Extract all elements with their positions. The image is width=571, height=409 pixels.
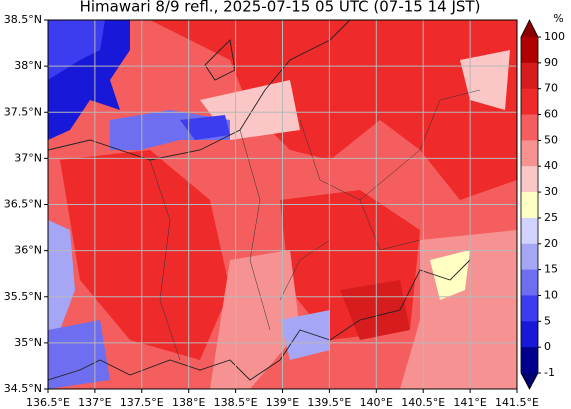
colorbar-extend-bottom [521,373,538,389]
colorbar-unit: % [553,12,563,25]
colorbar-label: 100 [544,30,565,43]
colorbar-swatch [521,62,538,90]
colorbar-label: 25 [544,211,558,224]
colorbar-swatch [521,295,538,322]
colorbar-label: 0 [544,340,551,353]
colorbar-label: 50 [544,133,558,146]
lon-tick-label: 139.5°E [307,396,351,409]
lon-tick-label: 140°E [360,396,393,409]
lat-tick-label: 34.5°N [4,382,42,395]
colorbar-label: 20 [544,237,558,250]
lon-tick-label: 141°E [453,396,486,409]
lon-tick-label: 139°E [266,396,299,409]
lat-tick-label: 38°N [14,59,42,72]
colorbar-swatch [521,140,538,167]
colorbar-swatch [521,88,538,116]
colorbar-label: 70 [544,82,558,95]
lon-tick-label: 138°E [172,396,205,409]
lat-tick-label: 37.5°N [4,105,42,118]
colorbar-label: 10 [544,288,558,301]
colorbar-swatch [521,269,538,296]
colorbar-label: -1 [544,366,555,379]
colorbar-label: 5 [544,314,551,327]
lat-tick-label: 36.5°N [4,198,42,211]
lon-tick-label: 137.5°E [120,396,164,409]
colorbar-swatch [521,166,538,193]
lat-tick-label: 38.5°N [4,13,42,26]
lon-tick-label: 141.5°E [495,396,539,409]
lon-tick-label: 136.5°E [26,396,70,409]
colorbar-label: 40 [544,159,558,172]
colorbar-swatch [521,347,538,374]
lat-tick-label: 35°N [14,336,42,349]
colorbar-swatch [521,243,538,271]
colorbar-swatch [521,37,538,64]
lon-tick-label: 138.5°E [214,396,258,409]
lat-tick-label: 37°N [14,151,42,164]
colorbar-swatch [521,217,538,245]
title: Himawari 8/9 refl., 2025-07-15 05 UTC (0… [80,0,481,16]
lon-tick-label: 140.5°E [401,396,445,409]
colorbar-swatch [521,192,538,219]
colorbar-label: 60 [544,108,558,121]
lat-tick-label: 36°N [14,244,42,257]
colorbar-swatch [521,114,538,141]
colorbar-swatch [521,321,538,348]
colorbar-label: 30 [544,185,558,198]
lat-tick-label: 35.5°N [4,290,42,303]
lon-tick-label: 137°E [78,396,111,409]
colorbar-label: 90 [544,56,558,69]
colorbar-label: 15 [544,263,558,276]
colorbar-extend-top [521,20,538,37]
